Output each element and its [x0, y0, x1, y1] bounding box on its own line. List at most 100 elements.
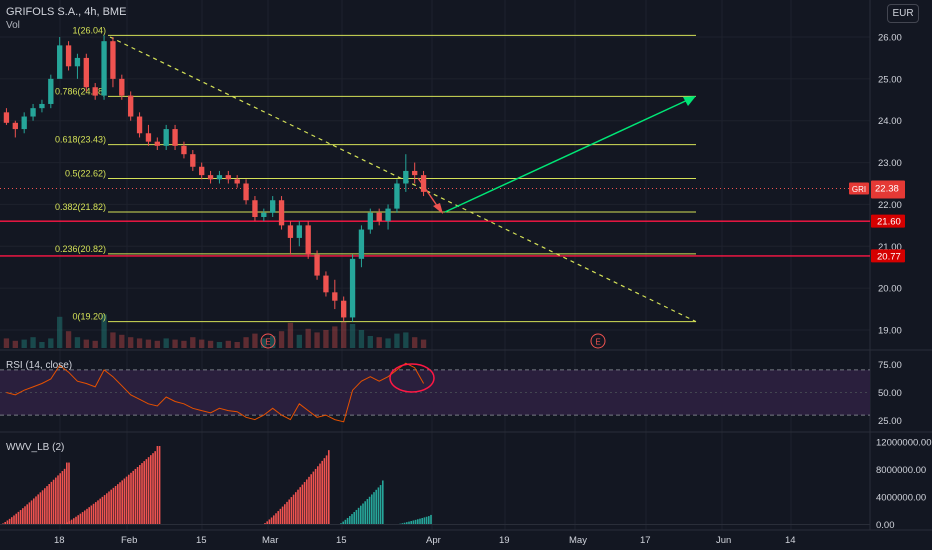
- wwv-bar: [117, 484, 119, 525]
- trendline-dashed[interactable]: [109, 36, 697, 323]
- wwv-bar: [340, 523, 342, 525]
- wwv-bar: [19, 510, 22, 525]
- candle-body: [243, 183, 249, 201]
- candle-body: [332, 292, 338, 301]
- volume-bar: [154, 340, 160, 348]
- volume-bar: [243, 337, 249, 348]
- rsi-axis-label: 50.00: [878, 388, 902, 399]
- wwv-bar: [123, 478, 126, 525]
- rsi-line[interactable]: [6, 362, 425, 423]
- volume-bar: [278, 331, 285, 348]
- price-axis-label: 23.00: [878, 158, 902, 169]
- candle-body: [412, 170, 418, 176]
- candle-body: [270, 200, 276, 213]
- volume-bar: [394, 333, 400, 348]
- price-axis-label: 20.00: [878, 284, 902, 295]
- wwv-bar: [145, 459, 148, 525]
- wwv-bar: [344, 519, 347, 525]
- earnings-marker[interactable]: [260, 333, 276, 349]
- wwv-bar: [279, 508, 282, 525]
- wwv-bar: [63, 468, 66, 525]
- price-axis-label: 22.00: [878, 200, 902, 211]
- candle-body: [119, 78, 125, 96]
- wwv-bar: [50, 481, 53, 525]
- volume-bar: [349, 324, 356, 348]
- volume-bar: [74, 337, 81, 348]
- volume-bar: [296, 334, 302, 348]
- symbol-title[interactable]: GRIFOLS S.A., 4h, BME: [6, 6, 127, 18]
- candle-body: [349, 258, 356, 318]
- wwv-bar: [99, 498, 101, 525]
- wwv-bar: [286, 501, 288, 525]
- volume-bar: [30, 337, 36, 348]
- candle-body: [74, 57, 81, 67]
- candle-body: [48, 78, 54, 104]
- fib-level-label: 0.5(22.62): [65, 168, 106, 178]
- wwv-bar: [428, 516, 430, 525]
- candle-body: [21, 116, 27, 130]
- wwv-bar: [95, 502, 97, 525]
- candle-body: [394, 183, 400, 209]
- wwv-bar: [46, 486, 48, 525]
- wwv-bar: [281, 506, 284, 525]
- wwv-bar: [81, 512, 84, 525]
- currency-selector[interactable]: EUR: [887, 4, 919, 23]
- wwv-bar: [366, 499, 369, 525]
- wwv-bar: [317, 466, 319, 525]
- projection-arrow[interactable]: [444, 97, 693, 213]
- wwv-bar: [406, 522, 408, 525]
- candle-body: [323, 275, 329, 293]
- candle-body: [65, 45, 72, 67]
- volume-bar: [119, 334, 125, 348]
- wwv-bar: [158, 446, 161, 525]
- fib-level-label: 0.236(20.82): [55, 244, 106, 254]
- candle-body: [136, 116, 143, 134]
- wwv-bar: [59, 473, 61, 525]
- wwv-bar: [24, 506, 26, 525]
- time-axis-label: 18: [54, 535, 65, 546]
- earnings-marker[interactable]: [590, 333, 606, 349]
- rsi-highlight-circle[interactable]: [389, 363, 435, 393]
- candle-body: [287, 225, 294, 238]
- candle-body: [278, 200, 285, 226]
- wwv-bar: [90, 505, 93, 525]
- time-axis-label: 19: [499, 535, 510, 546]
- wwv-bar: [353, 512, 355, 525]
- wwv-bar: [6, 520, 9, 525]
- price-axis-label: 19.00: [878, 326, 902, 337]
- wwv-bar: [152, 453, 154, 525]
- wwv-bar: [270, 517, 273, 525]
- candle-body: [154, 141, 160, 146]
- rsi-title: RSI (14, close): [6, 360, 72, 371]
- wwv-bar: [141, 463, 143, 525]
- wwv-bar: [41, 490, 44, 525]
- wwv-bar: [156, 446, 159, 525]
- candle-body: [172, 129, 178, 146]
- time-axis-label: Jun: [716, 535, 731, 546]
- candle-body: [358, 229, 365, 259]
- volume-bar: [323, 330, 329, 348]
- candle-body: [39, 103, 45, 109]
- rsi-axis-label: 75.00: [878, 360, 902, 371]
- wwv-bar: [139, 465, 141, 525]
- support-price-tag-label: 21.60: [877, 217, 901, 228]
- candle-body: [3, 112, 10, 123]
- candle-body: [83, 57, 89, 88]
- volume-bar: [385, 338, 391, 348]
- time-axis-label: 14: [785, 535, 796, 546]
- wwv-bar: [15, 513, 17, 525]
- wwv-bar: [134, 468, 137, 525]
- wwv-bar: [66, 522, 68, 525]
- candle-body: [207, 175, 214, 180]
- candle-body: [385, 208, 391, 222]
- wwv-bar: [323, 458, 326, 525]
- wwv-bar: [22, 508, 24, 525]
- volume-bar: [39, 342, 45, 348]
- wwv-bar: [88, 507, 90, 525]
- wwv-bar: [421, 518, 423, 525]
- wwv-bar: [349, 516, 351, 525]
- volume-bar: [234, 342, 240, 348]
- time-axis-label: 17: [640, 535, 651, 546]
